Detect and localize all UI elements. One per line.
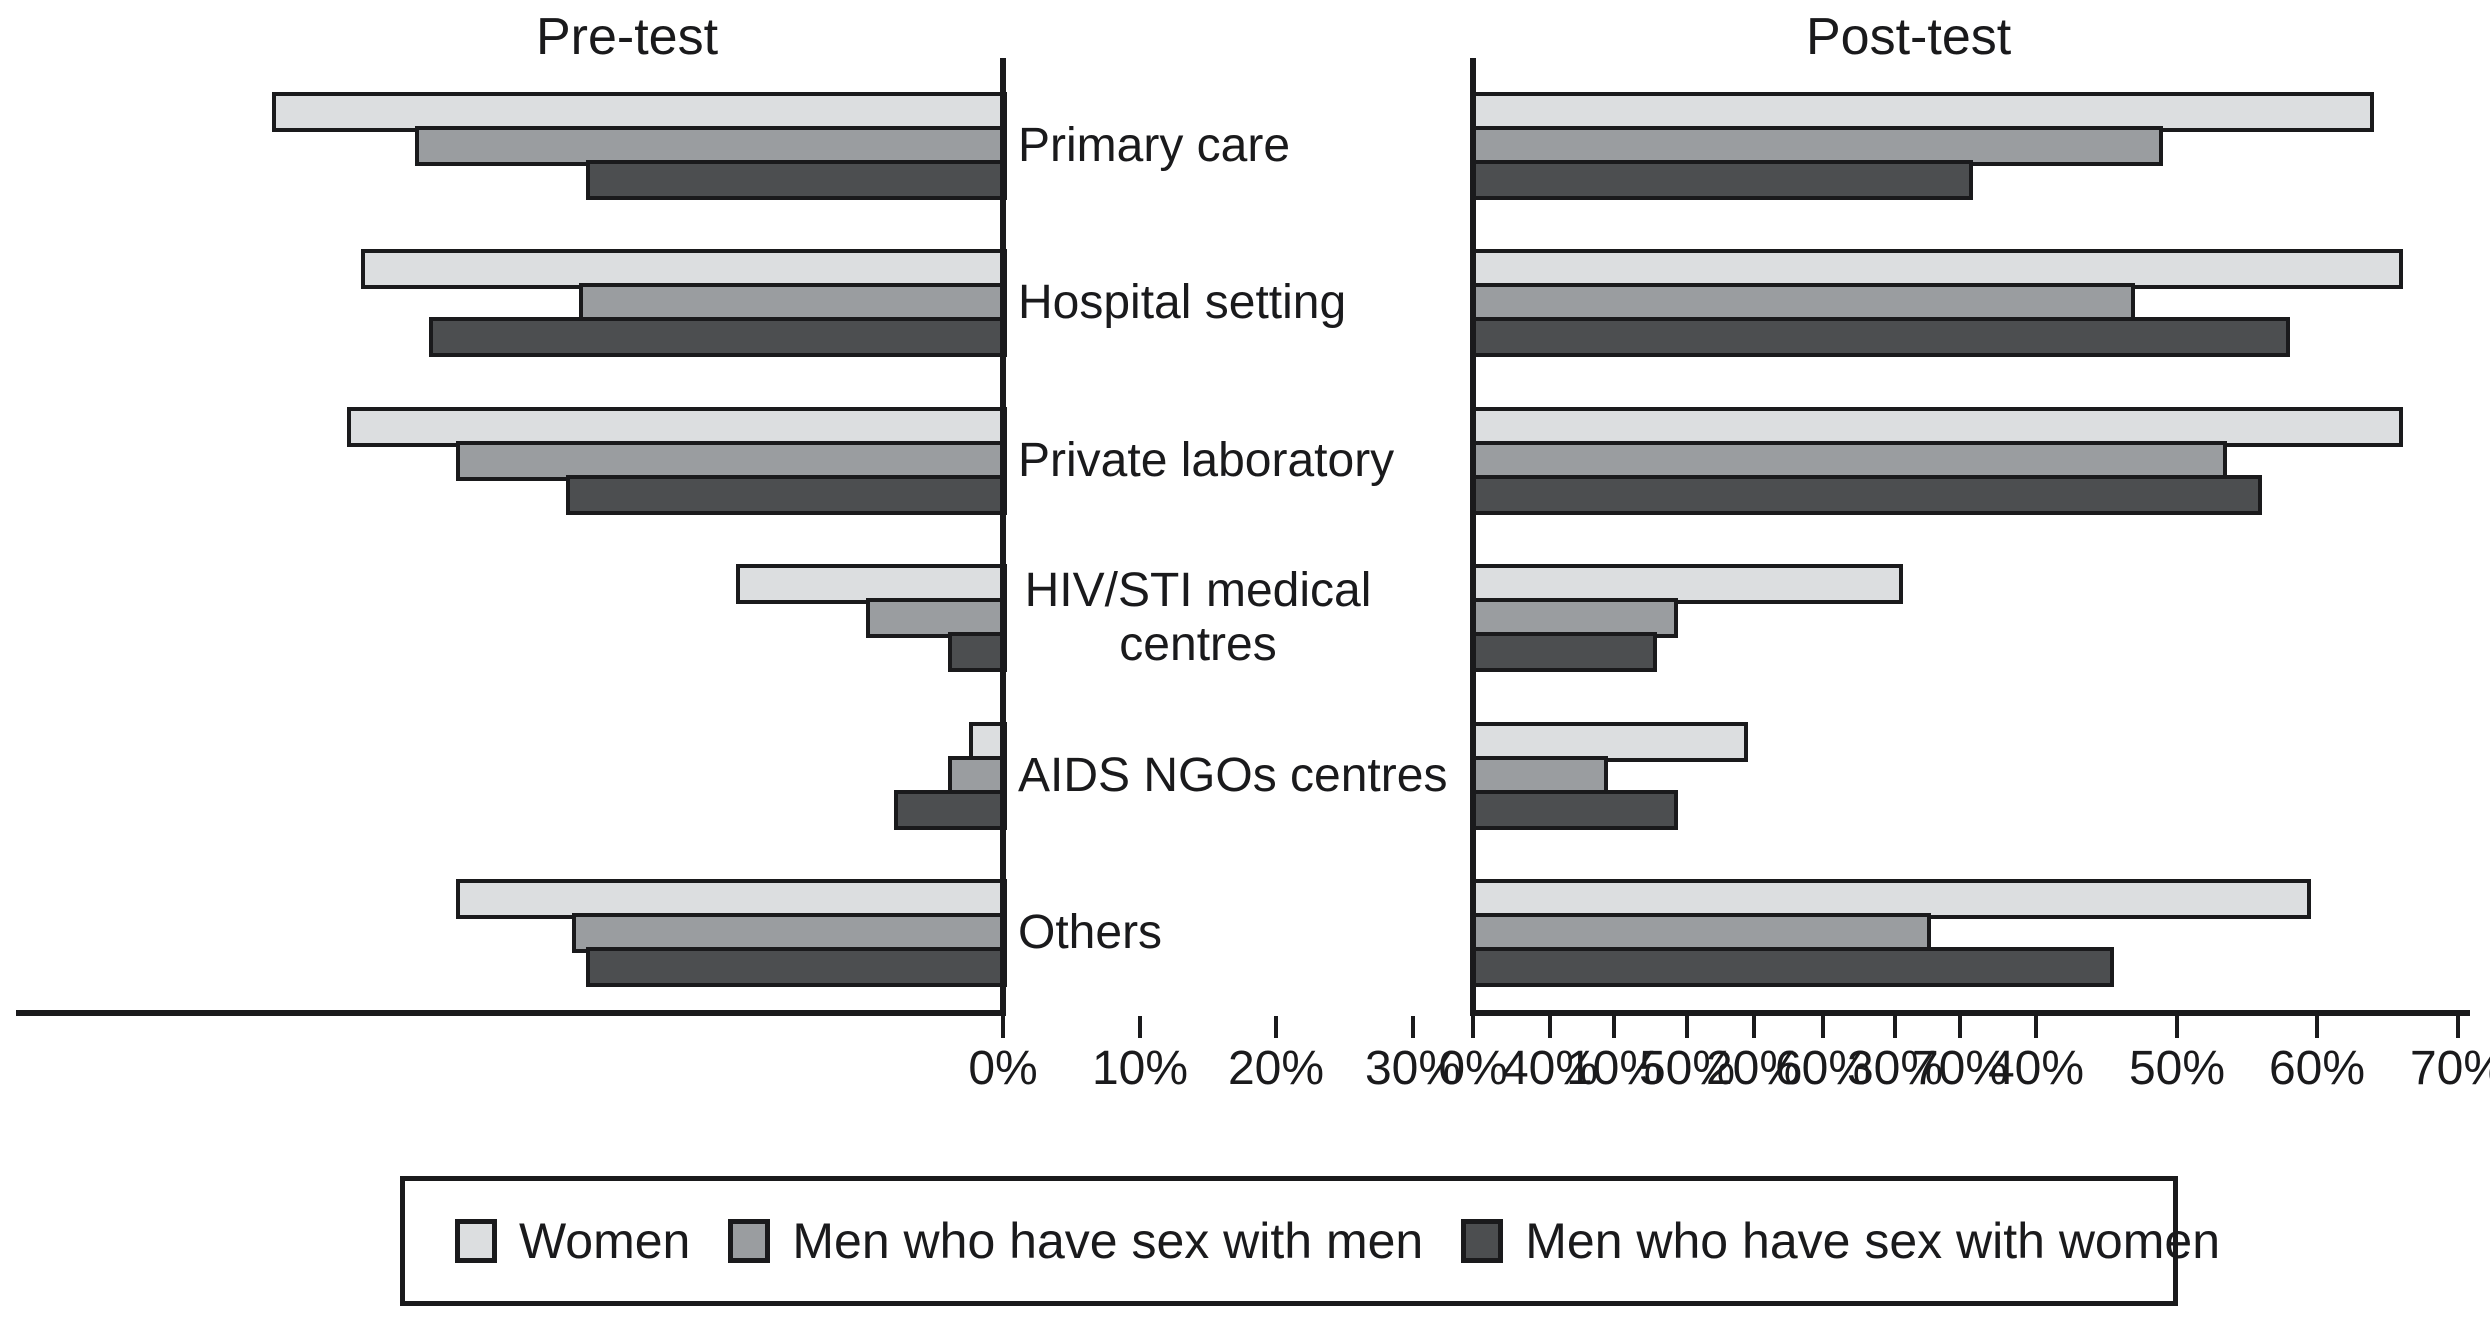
bar-posttest-hiv-sti-medical-men-who-have-sex-with-women <box>1470 632 1657 672</box>
axis-tick-posttest-20 <box>1752 1016 1756 1038</box>
bar-pretest-others-men-who-have-sex-with-women <box>586 947 1007 987</box>
category-label-primary-care: Primary care <box>1018 119 1291 172</box>
bar-posttest-aids-ngos-centres-men-who-have-sex-with-women <box>1470 790 1678 830</box>
axis-tick-pretest-0 <box>1001 1016 1005 1038</box>
bar-pretest-hiv-sti-medical-men-who-have-sex-with-women <box>948 632 1007 672</box>
axis-tick-pretest-70 <box>1958 1016 1962 1038</box>
axis-tick-label-pretest-50: 50% <box>1638 1042 1736 1095</box>
bar-posttest-private-laboratory-women <box>1470 407 2403 447</box>
category-label-aids-ngos-centres: AIDS NGOs centres <box>1018 749 1448 802</box>
bar-pretest-primary-care-men-who-have-sex-with-men <box>415 126 1007 166</box>
axis-tick-label-pretest-30: 30% <box>1364 1042 1462 1095</box>
axis-tick-label-pretest-60: 60% <box>1774 1042 1872 1095</box>
pretest-title: Pre-test <box>536 8 719 66</box>
bar-posttest-others-men-who-have-sex-with-women <box>1470 947 2114 987</box>
axis-tick-pretest-40 <box>1548 1016 1552 1038</box>
posttest-zero-axis-line <box>1470 58 1476 1016</box>
axis-tick-posttest-40 <box>2034 1016 2038 1038</box>
axis-tick-label-pretest-20: 20% <box>1227 1042 1325 1095</box>
bar-pretest-hospital-setting-men-who-have-sex-with-women <box>429 317 1007 357</box>
pretest-zero-axis-line <box>1000 58 1006 1016</box>
legend-swatch-men-who-have-sex-with-men <box>728 1219 771 1263</box>
axis-tick-posttest-70 <box>2456 1016 2460 1038</box>
posttest-x-axis-line <box>1470 1010 2470 1016</box>
axis-tick-label-pretest-40: 40% <box>1501 1042 1599 1095</box>
bar-posttest-hiv-sti-medical-women <box>1470 564 1903 604</box>
legend-items: Women Men who have sex with men Men who ha… <box>455 1212 2258 1270</box>
axis-tick-pretest-20 <box>1274 1016 1278 1038</box>
bar-pretest-private-laboratory-women <box>347 407 1007 447</box>
axis-tick-pretest-30 <box>1411 1016 1415 1038</box>
category-label-others: Others <box>1018 906 1163 959</box>
axis-tick-posttest-0 <box>1471 1016 1475 1038</box>
bar-posttest-aids-ngos-centres-women <box>1470 722 1748 762</box>
bar-posttest-primary-care-men-who-have-sex-with-women <box>1470 160 1973 200</box>
axis-tick-posttest-60 <box>2315 1016 2319 1038</box>
category-label-hiv-sti-medical: HIV/STI medical centres <box>1024 564 1372 671</box>
legend-swatch-men-who-have-sex-with-women <box>1461 1219 1504 1263</box>
axis-tick-label-posttest-30: 30% <box>1846 1042 1944 1095</box>
bar-pretest-primary-care-men-who-have-sex-with-women <box>586 160 1007 200</box>
axis-tick-pretest-50 <box>1685 1016 1689 1038</box>
posttest-title: Post-test <box>1806 8 2012 66</box>
legend-item-women: Women <box>455 1212 690 1270</box>
axis-tick-label-posttest-10: 10% <box>1565 1042 1663 1095</box>
legend-item-men-who-have-sex-with-men: Men who have sex with men <box>728 1212 1423 1270</box>
legend-item-men-who-have-sex-with-women: Men who have sex with women <box>1461 1212 2220 1270</box>
axis-tick-pretest-60 <box>1821 1016 1825 1038</box>
bar-pretest-private-laboratory-men-who-have-sex-with-men <box>456 441 1007 481</box>
axis-tick-label-pretest-0: 0% <box>968 1042 1038 1095</box>
bar-posttest-hospital-setting-men-who-have-sex-with-women <box>1470 317 2290 357</box>
category-label-private-laboratory: Private laboratory <box>1018 434 1395 487</box>
category-label-hospital-setting: Hospital setting <box>1018 276 1347 329</box>
axis-tick-pretest-10 <box>1138 1016 1142 1038</box>
axis-tick-label-posttest-40: 40% <box>1987 1042 2085 1095</box>
axis-tick-label-posttest-0: 0% <box>1438 1042 1508 1095</box>
axis-tick-posttest-10 <box>1612 1016 1616 1038</box>
axis-tick-posttest-30 <box>1893 1016 1897 1038</box>
axis-tick-label-pretest-10: 10% <box>1091 1042 1189 1095</box>
axis-tick-label-posttest-20: 20% <box>1705 1042 1803 1095</box>
pretest-x-axis-line <box>16 1010 1006 1016</box>
legend: Women Men who have sex with men Men who ha… <box>400 1176 2220 1306</box>
legend-label-men-who-have-sex-with-women: Men who have sex with women <box>1525 1213 2221 1269</box>
bar-posttest-hiv-sti-medical-men-who-have-sex-with-men <box>1470 598 1678 638</box>
bar-posttest-private-laboratory-men-who-have-sex-with-women <box>1470 475 2262 515</box>
bar-pretest-aids-ngos-centres-men-who-have-sex-with-women <box>894 790 1007 830</box>
bar-pretest-private-laboratory-men-who-have-sex-with-women <box>566 475 1007 515</box>
axis-tick-label-posttest-60: 60% <box>2268 1042 2366 1095</box>
legend-label-men-who-have-sex-with-men: Men who have sex with men <box>792 1213 1424 1269</box>
axis-tick-posttest-50 <box>2175 1016 2179 1038</box>
axis-tick-label-pretest-70: 70% <box>1911 1042 2009 1095</box>
axis-tick-label-posttest-50: 50% <box>2128 1042 2226 1095</box>
axis-tick-label-posttest-70: 70% <box>2409 1042 2490 1095</box>
legend-label-women: Women <box>519 1213 691 1269</box>
legend-swatch-women <box>455 1219 497 1263</box>
